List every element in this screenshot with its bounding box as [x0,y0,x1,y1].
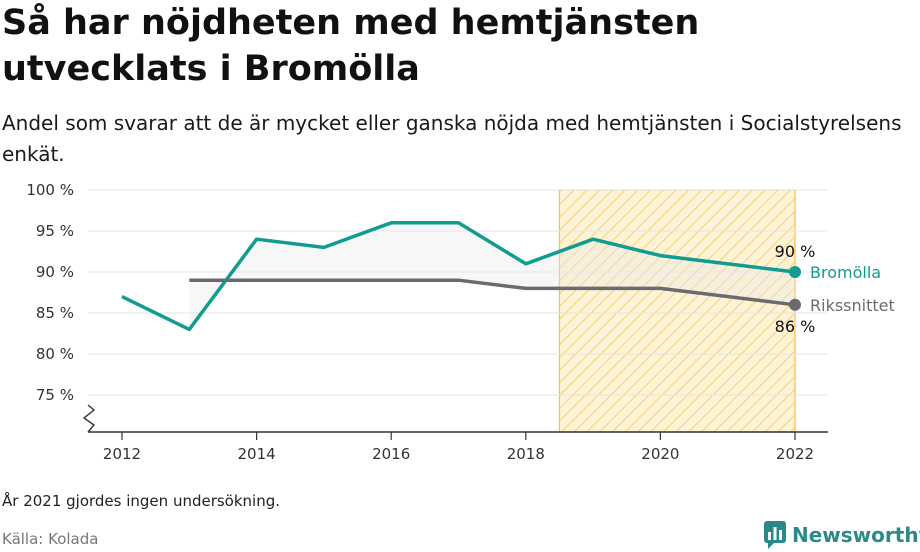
chart-bubble-icon [764,521,786,549]
source-label: Källa: Kolada [2,530,99,548]
series-line-bromolla [121,221,796,332]
chart-title: Så har nöjdheten med hemtjänsten utveckl… [2,3,700,89]
footnote: År 2021 gjordes ingen undersökning. [2,492,281,510]
chart-subtitle: Andel som svarar att de är mycket eller … [2,111,902,166]
series-name-label: Rikssnittet [810,296,895,315]
newsworthy-logo: Newsworthy [764,518,920,552]
highlight-period [558,189,796,433]
x-tick-label: 2018 [507,445,545,463]
x-tick-label: 2012 [103,445,141,463]
line-chart: 75 % 80 % 85 % 90 % 95 % 100 % 2012 2014 2016 20… [26,181,895,463]
x-tick-label: 2016 [372,445,410,463]
series-name-label: Bromölla [810,263,881,282]
y-tick-label: 85 % [36,304,74,322]
difference-area [189,222,796,330]
y-tick-label: 75 % [36,386,74,404]
y-tick-label: 80 % [36,345,74,363]
y-tick-label: 100 % [26,181,74,199]
series-line-riksnittet [189,278,796,307]
value-label: 86 % [775,317,816,336]
end-point-riksnittet [789,298,801,311]
value-label: 90 % [775,242,816,261]
x-tick-label: 2020 [641,445,679,463]
y-tick-label: 95 % [36,222,74,240]
x-tick-label: 2014 [238,445,276,463]
brand-name: Newsworthy [792,523,920,547]
x-tick-label: 2022 [776,445,814,463]
axis-break-icon [82,404,96,433]
y-tick-label: 90 % [36,263,74,281]
end-point-bromolla [789,266,801,278]
